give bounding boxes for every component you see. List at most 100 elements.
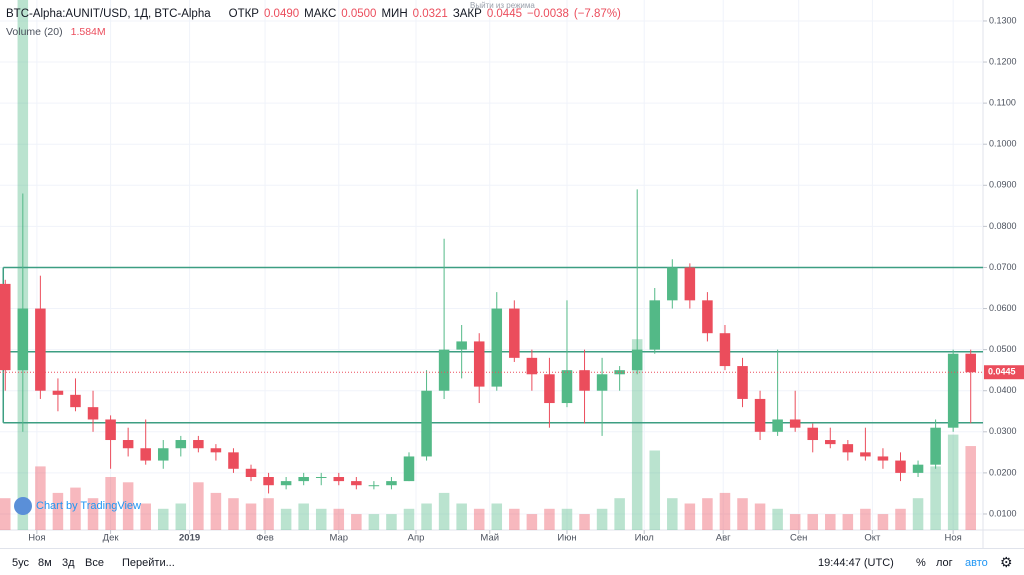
y-tick-label: 0.1100 [989, 97, 1016, 107]
volume-bar [807, 514, 818, 530]
candle-body [631, 349, 643, 371]
watermark[interactable]: Chart by TradingView [14, 497, 141, 515]
x-tick-label: Мар [329, 533, 348, 544]
candle-body [70, 394, 81, 408]
candle-body [702, 300, 713, 334]
candle-body [351, 481, 362, 486]
candle-body [614, 370, 625, 375]
range-button[interactable]: Все [85, 557, 104, 569]
volume-bar [789, 514, 801, 530]
volume-bar [421, 503, 432, 530]
x-tick-label: 2019 [179, 533, 200, 544]
range-button[interactable]: 5ус [12, 557, 29, 569]
candle-body [930, 427, 941, 465]
candle-body [140, 448, 151, 461]
candle-body [579, 370, 590, 391]
candle-body [965, 353, 976, 373]
volume-bar [526, 514, 538, 530]
x-tick-label: Фев [256, 533, 274, 544]
candle-body [403, 456, 415, 482]
y-tick-label: 0.1300 [989, 15, 1017, 25]
volume-bar [737, 498, 748, 530]
volume-bar [544, 508, 555, 530]
volume-bar [473, 508, 485, 530]
x-tick-label: Дек [103, 533, 120, 544]
chart-header: BTC-Alpha:AUNIT/USD, 1Д, BTC-Alpha ОТКР 0… [6, 8, 621, 20]
settings-button[interactable]: ⚙ [1000, 554, 1013, 570]
y-tick-label: 0.0600 [989, 303, 1017, 313]
candle-body [737, 366, 748, 399]
volume-bar [842, 514, 854, 530]
y-tick-label: 0.0700 [989, 262, 1017, 272]
volume-bar [930, 466, 941, 530]
candle-body [473, 341, 485, 387]
candle-body [438, 349, 450, 391]
candle-body [333, 477, 345, 482]
volume-bar [702, 498, 713, 530]
auto-button[interactable]: авто [965, 557, 988, 569]
candle-body [947, 353, 959, 428]
volume-bar [579, 514, 590, 530]
clock: 19:44:47 (UTC) [818, 557, 894, 569]
x-tick-label: Окт [864, 533, 881, 544]
candle-body [263, 477, 274, 486]
x-tick-label: Июл [635, 533, 654, 544]
x-tick-label: Ноя [28, 533, 45, 544]
volume-bar [140, 503, 151, 530]
candle-body [789, 419, 801, 428]
volume-bar [70, 487, 81, 530]
volume-bar [825, 514, 836, 530]
chart-title: BTC-Alpha:AUNIT/USD, 1Д, BTC-Alpha [6, 8, 211, 20]
candle-body [368, 485, 380, 487]
candle-body [0, 283, 11, 371]
ohlc-name: МАКС [304, 8, 337, 20]
ohlc-name: ОТКР [228, 8, 259, 20]
candle-body [193, 440, 204, 449]
ohlc-name: МИН [381, 8, 408, 20]
candle-body [842, 444, 854, 453]
range-button[interactable]: 8м [38, 557, 52, 569]
volume-bar [210, 492, 222, 530]
volume-bar [315, 508, 327, 530]
volume-bar [649, 450, 661, 530]
candle-body [315, 477, 327, 478]
range-button[interactable]: 3д [62, 557, 75, 569]
volume-bar [860, 508, 871, 530]
plot-area [0, 0, 983, 530]
candle-body [825, 440, 836, 445]
volume-bar [0, 498, 11, 530]
candle-body [280, 481, 292, 486]
bottom-toolbar: 5ус 8м 3д Все Перейти... 19:44:47 (UTC) … [0, 548, 1024, 575]
volume-bar [491, 503, 503, 530]
candle-body [667, 267, 678, 301]
watermark-text[interactable]: Chart by TradingView [36, 500, 141, 512]
volume-bar [754, 503, 766, 530]
ohlc-value: 0.0490 [263, 8, 300, 20]
volume-bar [351, 514, 362, 530]
x-tick-label: Май [480, 533, 499, 544]
candle-body [877, 456, 889, 461]
ohlc-name: ЗАКР [452, 8, 482, 20]
volume-bar [895, 508, 906, 530]
candle-body [175, 440, 187, 449]
candle-body [772, 419, 783, 432]
x-tick-label: Ноя [945, 533, 962, 544]
candle-body [561, 370, 573, 404]
y-tick-label: 0.0800 [989, 221, 1017, 231]
volume-bar [877, 514, 889, 530]
volume-bar [403, 508, 415, 530]
volume-bar [87, 498, 99, 530]
volume-bar [596, 508, 608, 530]
percent-button[interactable]: % [916, 557, 926, 569]
log-button[interactable]: лог [936, 557, 953, 569]
candle-body [52, 390, 64, 395]
volume-bar [368, 514, 380, 530]
candle-body [491, 308, 503, 387]
candle-body [210, 448, 222, 453]
tooltip: Выйти из режима [470, 1, 535, 10]
volume-bar [52, 492, 64, 530]
candle-body [35, 308, 46, 391]
y-tick-label: 0.1000 [989, 139, 1017, 149]
goto-button[interactable]: Перейти... [122, 557, 175, 569]
volume-bar [193, 482, 204, 530]
